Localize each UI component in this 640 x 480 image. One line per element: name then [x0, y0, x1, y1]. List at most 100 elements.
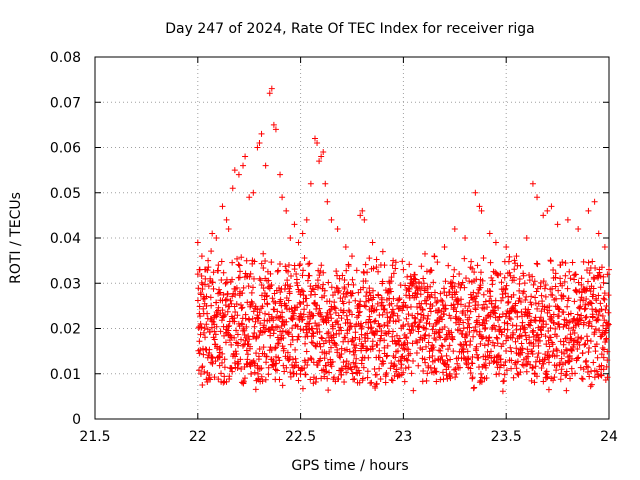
data-point: [494, 353, 501, 360]
data-point: [255, 353, 262, 360]
data-point: [377, 335, 384, 342]
data-point: [323, 368, 330, 375]
data-point: [578, 312, 585, 319]
data-point: [296, 262, 303, 269]
data-point: [597, 372, 604, 379]
data-point: [388, 300, 395, 307]
data-point: [320, 149, 327, 156]
data-point: [238, 365, 245, 372]
data-point: [411, 314, 418, 321]
data-point: [314, 277, 321, 284]
data-point: [590, 291, 597, 298]
data-point: [351, 344, 358, 351]
data-point: [538, 331, 545, 338]
data-point: [338, 315, 345, 322]
data-point: [564, 216, 571, 223]
data-point: [591, 374, 598, 381]
data-point: [244, 351, 251, 358]
data-point: [589, 306, 596, 313]
data-point: [534, 261, 541, 268]
data-point: [546, 353, 553, 360]
data-point: [331, 374, 338, 381]
data-point: [517, 369, 524, 376]
data-point: [392, 354, 399, 361]
data-point: [466, 299, 473, 306]
data-point: [409, 340, 416, 347]
data-point: [434, 259, 441, 266]
data-point: [565, 357, 572, 364]
data-point: [422, 331, 429, 338]
data-point: [208, 248, 215, 255]
data-point: [343, 290, 350, 297]
data-point: [577, 303, 584, 310]
data-point: [359, 323, 366, 330]
data-point: [223, 378, 230, 385]
data-point: [422, 359, 429, 366]
data-point: [458, 342, 465, 349]
data-point: [401, 378, 408, 385]
data-point: [463, 361, 470, 368]
data-point: [590, 359, 597, 366]
data-point: [601, 330, 608, 337]
data-point: [503, 348, 510, 355]
data-point: [418, 284, 425, 291]
data-point: [480, 291, 487, 298]
data-point: [594, 316, 601, 323]
data-point: [283, 364, 290, 371]
data-point: [424, 316, 431, 323]
data-point: [414, 310, 421, 317]
data-point: [587, 300, 594, 307]
data-point: [240, 284, 247, 291]
data-point: [529, 348, 536, 355]
data-point: [215, 267, 222, 274]
data-point: [341, 277, 348, 284]
data-point: [220, 269, 227, 276]
data-point: [439, 356, 446, 363]
data-point: [571, 315, 578, 322]
data-point: [390, 295, 397, 302]
data-point: [427, 283, 434, 290]
data-point: [199, 382, 206, 389]
data-point: [242, 315, 249, 322]
data-point: [251, 329, 258, 336]
data-point: [204, 267, 211, 274]
data-point: [571, 298, 578, 305]
data-point: [270, 121, 277, 128]
data-point: [273, 360, 280, 367]
data-point: [402, 365, 409, 372]
data-point: [304, 362, 311, 369]
data-point: [506, 269, 513, 276]
data-point: [533, 373, 540, 380]
data-point: [520, 270, 527, 277]
data-point: [261, 296, 268, 303]
data-point: [223, 276, 230, 283]
data-point: [337, 354, 344, 361]
data-point: [594, 274, 601, 281]
data-point: [521, 324, 528, 331]
data-point: [591, 275, 598, 282]
data-point: [251, 362, 258, 369]
data-point: [313, 325, 320, 332]
data-point: [570, 341, 577, 348]
data-point: [351, 351, 358, 358]
data-point: [207, 294, 214, 301]
data-point: [566, 268, 573, 275]
data-point: [541, 356, 548, 363]
data-point: [428, 291, 435, 298]
data-point: [294, 304, 301, 311]
data-point: [226, 375, 233, 382]
data-point: [472, 306, 479, 313]
data-point: [585, 278, 592, 285]
data-point: [366, 289, 373, 296]
data-point: [545, 337, 552, 344]
data-point: [326, 298, 333, 305]
data-point: [482, 364, 489, 371]
data-point: [441, 244, 448, 251]
data-point: [599, 312, 606, 319]
data-point: [578, 281, 585, 288]
data-point: [380, 360, 387, 367]
data-point: [557, 359, 564, 366]
data-point: [585, 322, 592, 329]
data-point: [532, 294, 539, 301]
data-point: [200, 305, 207, 312]
